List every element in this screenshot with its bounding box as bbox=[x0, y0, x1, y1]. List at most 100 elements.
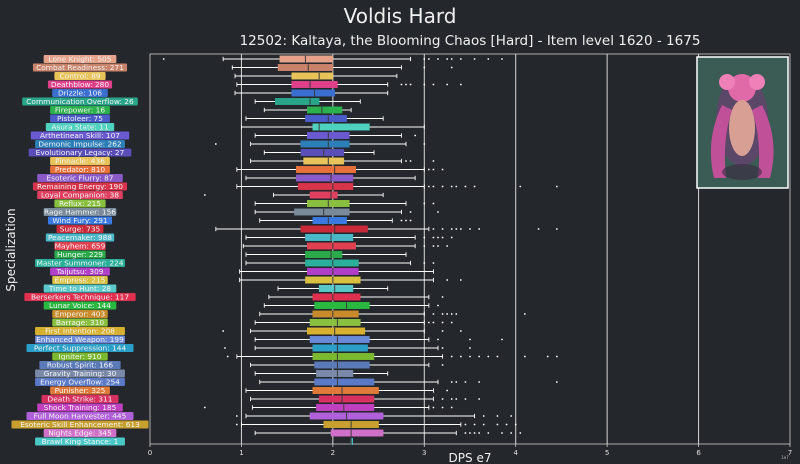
box-series bbox=[234, 89, 389, 97]
outlier-point bbox=[450, 381, 453, 383]
iqr-box bbox=[314, 302, 370, 309]
x-tick-label: 2 bbox=[331, 449, 335, 457]
category-label-bg bbox=[39, 361, 121, 369]
category-label: Surge: 735 bbox=[56, 225, 104, 234]
outlier-point bbox=[487, 355, 490, 358]
box-series bbox=[239, 276, 462, 284]
iqr-box bbox=[312, 387, 379, 394]
box-series bbox=[250, 361, 444, 369]
outlier-point bbox=[537, 228, 540, 230]
outlier-point bbox=[478, 355, 481, 358]
outlier-point bbox=[478, 432, 481, 434]
category-label-text: Barrage: 310 bbox=[56, 318, 105, 327]
outlier-point bbox=[235, 423, 238, 426]
outlier-point bbox=[441, 313, 444, 315]
outlier-point bbox=[409, 211, 412, 213]
category-label-text: Reflux: 215 bbox=[59, 199, 101, 208]
category-label-text: Master Summoner: 224 bbox=[37, 259, 124, 268]
category-label-bg bbox=[52, 352, 108, 361]
category-label-text: Combat Readiness: 271 bbox=[36, 63, 124, 72]
category-label-text: Taijutsu: 309 bbox=[56, 267, 104, 276]
box-series bbox=[236, 183, 558, 190]
category-label-bg bbox=[45, 233, 115, 242]
outlier-point bbox=[423, 66, 426, 69]
category-label-text: Lone Knight: 505 bbox=[49, 55, 112, 64]
box-series bbox=[250, 395, 481, 403]
category-label-bg bbox=[50, 165, 110, 174]
category-label-text: Time to Hunt: 28 bbox=[48, 284, 112, 293]
category-label-text: Shock Training: 185 bbox=[44, 403, 117, 412]
category-label: Emperor: 403 bbox=[52, 310, 108, 319]
outlier-point bbox=[441, 406, 444, 409]
box-series bbox=[162, 55, 503, 63]
outlier-point bbox=[555, 228, 558, 230]
category-label-bg bbox=[26, 412, 134, 420]
box-series bbox=[245, 259, 435, 267]
box-series bbox=[254, 370, 389, 377]
outlier-point bbox=[423, 202, 426, 205]
category-label-text: Berserkers Technique: 117 bbox=[31, 293, 129, 302]
category-label-text: Empress: 215 bbox=[55, 276, 106, 285]
box-series bbox=[203, 191, 384, 199]
category-label-text: Demonic Impulse: 262 bbox=[38, 140, 121, 149]
category-label-text: Mayhem: 659 bbox=[55, 242, 106, 251]
category-label: Brawl King Stance: 1 bbox=[35, 437, 125, 446]
outlier-point bbox=[450, 355, 453, 358]
outlier-point bbox=[482, 415, 485, 417]
outlier-point bbox=[450, 313, 453, 315]
box-series bbox=[214, 140, 426, 148]
outlier-point bbox=[423, 83, 426, 86]
category-label-bg bbox=[50, 106, 110, 114]
outlier-point bbox=[523, 313, 526, 315]
outlier-point bbox=[519, 185, 522, 188]
outlier-point bbox=[519, 432, 522, 434]
outlier-point bbox=[546, 355, 549, 358]
outlier-point bbox=[437, 236, 439, 239]
outlier-point bbox=[432, 168, 435, 171]
outlier-point bbox=[510, 432, 513, 434]
category-label-text: Control: 89 bbox=[60, 72, 101, 81]
category-label: Reflux: 215 bbox=[54, 199, 106, 208]
outlier-point bbox=[409, 219, 412, 222]
category-label-text: Brawl King Stance: 1 bbox=[42, 437, 119, 446]
category-label-text: Esoteric Skill Enhancement: 613 bbox=[20, 420, 140, 429]
outlier-point bbox=[414, 134, 417, 137]
box-series bbox=[254, 336, 503, 343]
outlier-point bbox=[555, 185, 558, 188]
box-series bbox=[236, 166, 444, 173]
outlier-point bbox=[441, 364, 444, 366]
category-label-text: Robust Spirit: 166 bbox=[47, 361, 113, 370]
category-label-text: Emperor: 403 bbox=[55, 310, 106, 319]
outlier-point bbox=[459, 228, 462, 230]
category-label-text: Igniter: 910 bbox=[59, 352, 102, 361]
iqr-box bbox=[314, 378, 375, 386]
box-series bbox=[245, 174, 416, 182]
category-label: Lone Knight: 505 bbox=[43, 55, 117, 64]
outlier-point bbox=[441, 228, 444, 230]
outlier-point bbox=[446, 279, 449, 281]
outlier-point bbox=[423, 58, 426, 60]
category-label-text: Predator: 810 bbox=[55, 165, 106, 174]
category-label: Punisher: 325 bbox=[50, 386, 110, 395]
category-label: Barrage: 310 bbox=[52, 318, 108, 327]
box-series bbox=[263, 106, 352, 114]
outlier-point bbox=[427, 185, 430, 188]
outlier-point bbox=[423, 236, 426, 239]
outlier-point bbox=[555, 355, 558, 358]
box-series bbox=[242, 242, 449, 250]
iqr-box bbox=[312, 217, 347, 224]
category-label: Full Moon Harvester: 445 bbox=[26, 412, 134, 421]
outlier-point bbox=[423, 262, 426, 264]
category-label-text: Deathblow: 280 bbox=[51, 80, 109, 89]
category-label-text: Wind Fury: 291 bbox=[52, 216, 108, 225]
category-label-bg bbox=[35, 259, 125, 267]
category-label-bg bbox=[54, 250, 106, 259]
x-tick-label: 1 bbox=[239, 449, 243, 457]
box-series bbox=[215, 225, 558, 233]
iqr-box bbox=[307, 242, 356, 250]
outlier-point bbox=[423, 245, 426, 247]
category-label-bg bbox=[43, 55, 117, 63]
box-series bbox=[203, 404, 453, 411]
boss-portrait bbox=[696, 56, 789, 189]
